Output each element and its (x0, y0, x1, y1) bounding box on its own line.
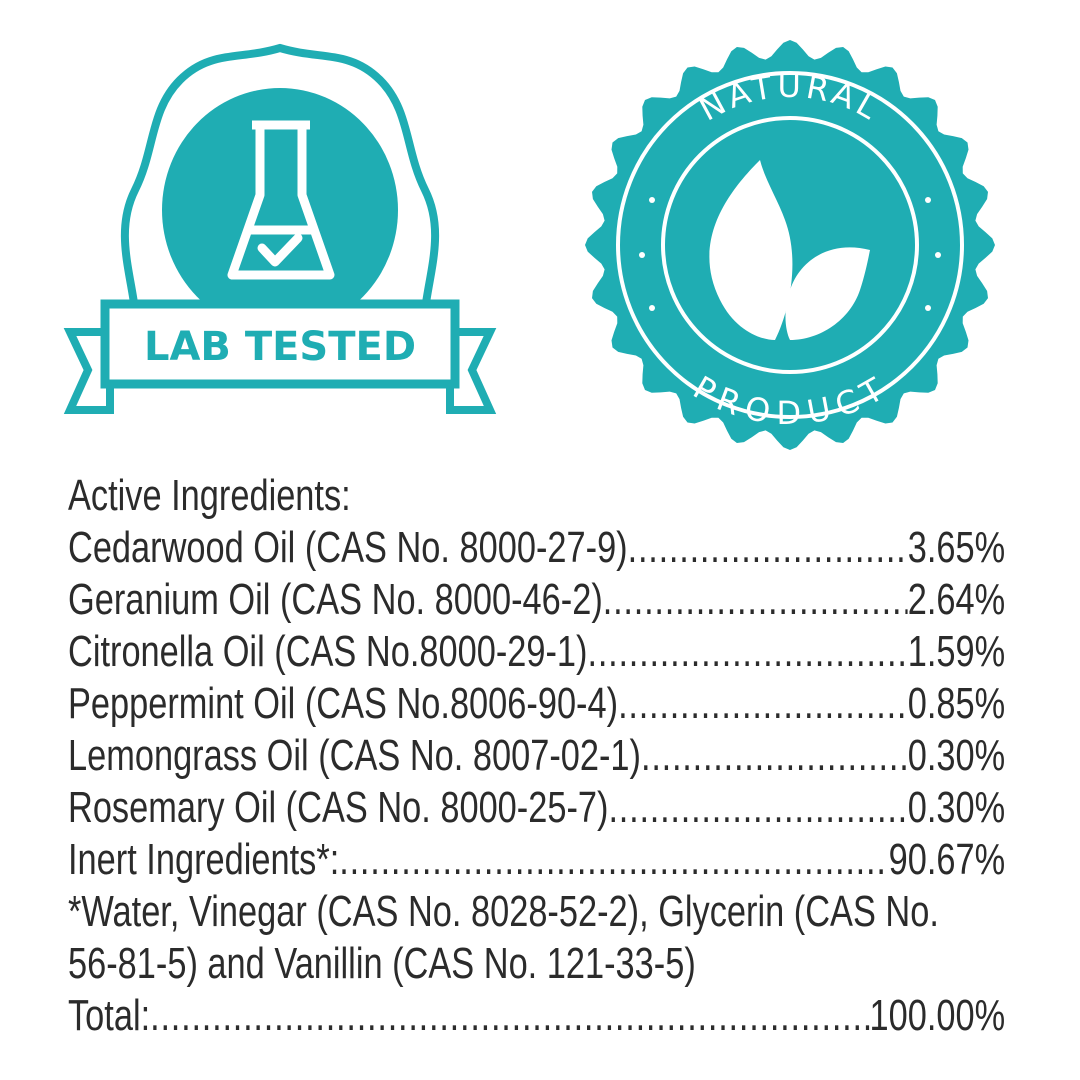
inert-ingredients-row: Inert Ingredients*: 90.67% (68, 834, 1005, 886)
ingredient-name: Geranium Oil (CAS No. 8000-46-2) (68, 575, 603, 624)
ingredient-percent: 0.30% (907, 731, 1006, 780)
total-percent: 100.00% (869, 991, 1006, 1040)
ingredient-name: Rosemary Oil (CAS No. 8000-25-7) (68, 783, 609, 832)
lab-tested-badge: LAB TESTED (63, 43, 497, 414)
ingredients-panel: Active Ingredients: Cedarwood Oil (CAS N… (68, 470, 1005, 1042)
total-label: Total: (68, 991, 151, 1040)
ingredient-name: Lemongrass Oil (CAS No. 8007-02-1) (68, 731, 641, 780)
dot-leader (608, 782, 907, 834)
inert-note-line-2: 56-81-5) and Vanillin (CAS No. 121-33-5) (68, 939, 696, 988)
leaves-icon (709, 160, 870, 340)
ingredient-percent: 3.65% (907, 523, 1006, 572)
ingredient-row: Lemongrass Oil (CAS No. 8007-02-1) 0.30% (68, 730, 1005, 782)
ingredient-row: Peppermint Oil (CAS No.8006-90-4) 0.85% (68, 678, 1005, 730)
dot-leader (587, 626, 907, 678)
ingredient-percent: 1.59% (907, 627, 1006, 676)
natural-product-seal: NATURAL PRODUCT (585, 40, 995, 450)
dot-leader (150, 990, 869, 1042)
ingredient-row: Geranium Oil (CAS No. 8000-46-2) 2.64% (68, 574, 1005, 626)
lab-tested-label: LAB TESTED (144, 324, 416, 370)
dot-leader (628, 522, 908, 574)
dot-leader (339, 834, 888, 886)
dot-leader (618, 678, 908, 730)
ingredient-name: Inert Ingredients*: (68, 835, 340, 884)
flask-check-icon (227, 120, 335, 280)
ingredient-percent: 2.64% (907, 575, 1006, 624)
ingredient-name: Peppermint Oil (CAS No.8006-90-4) (68, 679, 619, 728)
total-row: Total: 100.00% (68, 990, 1005, 1042)
active-ingredients-heading: Active Ingredients: (68, 471, 351, 520)
ingredient-row: Citronella Oil (CAS No.8000-29-1) 1.59% (68, 626, 1005, 678)
ingredient-percent: 0.85% (907, 679, 1006, 728)
ingredient-percent: 90.67% (888, 835, 1006, 884)
ingredient-row: Cedarwood Oil (CAS No. 8000-27-9) 3.65% (68, 522, 1005, 574)
inert-note-line-1: *Water, Vinegar (CAS No. 8028-52-2), Gly… (68, 887, 939, 936)
dot-leader (641, 730, 908, 782)
ingredient-percent: 0.30% (907, 783, 1006, 832)
ingredient-name: Cedarwood Oil (CAS No. 8000-27-9) (68, 523, 628, 572)
ingredient-row: Rosemary Oil (CAS No. 8000-25-7) 0.30% (68, 782, 1005, 834)
ingredient-name: Citronella Oil (CAS No.8000-29-1) (68, 627, 588, 676)
dot-leader (603, 574, 908, 626)
